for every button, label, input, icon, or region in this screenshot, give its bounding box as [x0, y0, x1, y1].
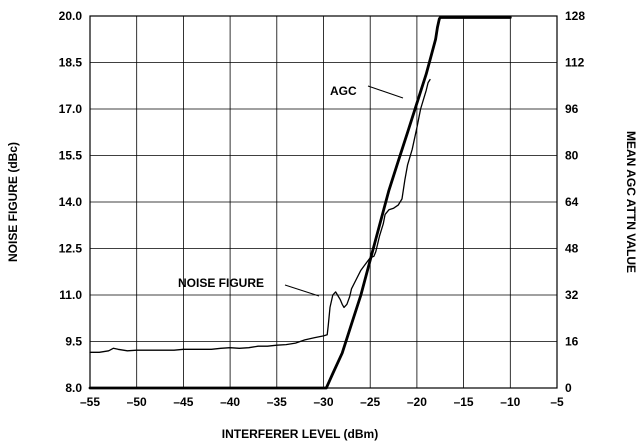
y2-tick-label: 0 [565, 381, 572, 395]
x-tick-label: –20 [407, 395, 427, 409]
y2-axis-ticks: 0 16 32 48 64 80 96 112 128 [565, 9, 585, 395]
x-tick-label: –45 [173, 395, 193, 409]
grid [89, 15, 558, 389]
y2-tick-label: 48 [565, 242, 579, 256]
x-tick-label: –15 [454, 395, 474, 409]
x-axis-title: INTERFERER LEVEL (dBm) [222, 427, 378, 441]
y2-tick-label: 80 [565, 149, 579, 163]
y2-tick-label: 64 [565, 195, 579, 209]
series-line-noise-figure [89, 78, 431, 353]
y-tick-label: 20.0 [59, 9, 83, 23]
annotation-agc-leader [367, 85, 404, 99]
x-tick-label: –10 [500, 395, 520, 409]
annotation-agc: AGC [330, 84, 357, 98]
x-tick-label: –50 [127, 395, 147, 409]
x-tick-label: –55 [80, 395, 100, 409]
x-tick-label: –40 [220, 395, 240, 409]
y-tick-label: 15.5 [59, 149, 83, 163]
y2-tick-label: 128 [565, 9, 585, 23]
y-tick-label: 8.0 [65, 381, 82, 395]
y-axis-title: NOISE FIGURE (dBc) [6, 142, 20, 262]
plot-frame [89, 15, 558, 389]
y2-tick-label: 96 [565, 102, 579, 116]
y2-axis-title: MEAN AGC ATTN VALUE [624, 131, 638, 273]
y-tick-label: 14.0 [59, 195, 83, 209]
x-axis-ticks: –55 –50 –45 –40 –35 –30 –25 –20 –15 –10 –5 [80, 395, 564, 409]
series-line-agc [88, 16, 512, 390]
y2-tick-label: 32 [565, 288, 579, 302]
y-tick-label: 12.5 [59, 242, 83, 256]
y2-tick-label: 16 [565, 335, 579, 349]
annotation-noise-figure: NOISE FIGURE [178, 276, 264, 290]
y-tick-label: 17.0 [59, 102, 83, 116]
y-tick-label: 18.5 [59, 56, 83, 70]
y2-tick-label: 112 [565, 56, 585, 70]
series-group [88, 16, 512, 390]
y-tick-label: 11.0 [59, 288, 82, 302]
annotation-noise-figure-leader [284, 284, 320, 297]
annotations: AGC NOISE FIGURE [178, 84, 404, 297]
y-axis-ticks: 8.0 9.5 11.0 12.5 14.0 15.5 17.0 18.5 20.0 [59, 9, 83, 395]
x-tick-label: –25 [360, 395, 380, 409]
x-tick-label: –5 [550, 395, 564, 409]
x-tick-label: –30 [313, 395, 333, 409]
x-tick-label: –35 [267, 395, 287, 409]
y-tick-label: 9.5 [65, 335, 82, 349]
